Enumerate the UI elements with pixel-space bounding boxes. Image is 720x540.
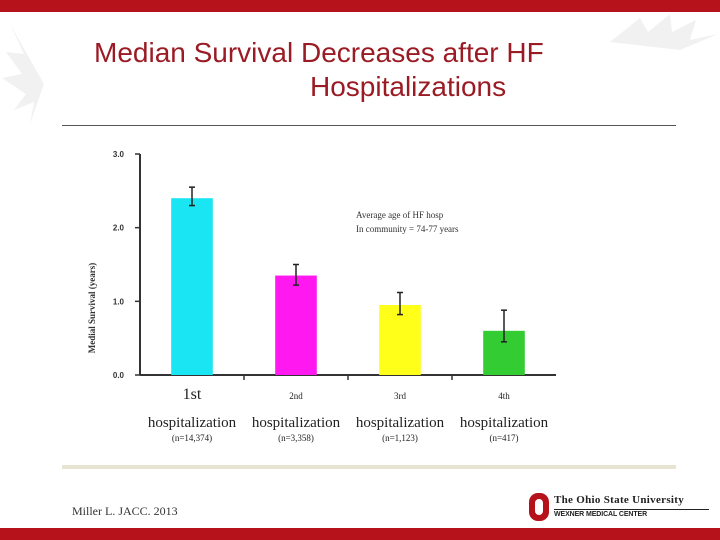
x-category-count: (n=14,374) [172, 433, 212, 443]
x-category-count: (n=1,123) [382, 433, 418, 443]
bottom-banner [0, 528, 720, 540]
bar [379, 305, 421, 375]
chart-bars [171, 198, 525, 375]
buckeye-leaf-decoration-right [610, 14, 718, 50]
median-survival-bar-chart: Medial Survival (years) 0.0 1.0 2.0 3.0 1st… [87, 150, 556, 443]
x-axis-labels: 1st hospitalization (n=14,374) 2nd hospitali… [148, 386, 549, 443]
x-category-sublabel: hospitalization [148, 415, 237, 431]
footer-divider [62, 465, 676, 469]
slide-title: Median Survival Decreases after HF Hospi… [80, 36, 640, 104]
x-category-label: 1st [183, 386, 202, 403]
y-tick-label: 2.0 [113, 224, 125, 233]
bar [275, 275, 317, 375]
logo-underline [554, 509, 709, 510]
chart-error-bars [189, 186, 507, 343]
x-category-sublabel: hospitalization [252, 415, 341, 431]
top-banner [0, 0, 720, 12]
buckeye-leaf-decoration-left [2, 24, 44, 124]
block-o-icon [529, 493, 549, 521]
x-category-label: 2nd [289, 391, 303, 401]
y-tick-label: 1.0 [113, 297, 125, 306]
y-axis-label: Medial Survival (years) [87, 263, 97, 354]
annotation-line: Average age of HF hosp [356, 210, 444, 220]
medical-center-name: WEXNER MEDICAL CENTER [554, 511, 648, 518]
x-category-label: 4th [498, 391, 510, 401]
x-category-count: (n=3,358) [278, 433, 314, 443]
title-divider [62, 125, 676, 126]
annotation-line: In community = 74-77 years [356, 224, 459, 234]
university-name: The Ohio State University [554, 494, 685, 506]
y-tick-label: 3.0 [113, 150, 125, 159]
y-tick-label: 0.0 [113, 371, 125, 380]
x-category-sublabel: hospitalization [460, 415, 549, 431]
bar [171, 198, 213, 375]
chart-annotation: Average age of HF hosp In community = 74-… [356, 210, 459, 234]
x-category-count: (n=417) [489, 433, 518, 443]
slide-title-line2: Hospitalizations [310, 71, 507, 102]
university-logo: The Ohio State University WEXNER MEDICAL… [528, 492, 712, 524]
citation: Miller L. JACC. 2013 [72, 504, 178, 518]
x-category-label: 3rd [394, 391, 406, 401]
x-category-sublabel: hospitalization [356, 415, 445, 431]
slide-title-line1: Median Survival Decreases after HF [94, 37, 544, 68]
